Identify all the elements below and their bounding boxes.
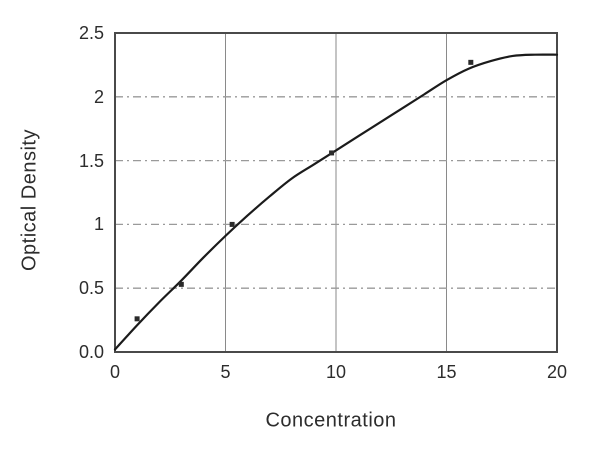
y-tick-label: 0.5 [78, 278, 104, 299]
x-tick-label: 0 [109, 362, 120, 382]
y-tick-label: 0.0 [78, 342, 104, 362]
x-tick-label: 5 [220, 362, 231, 382]
data-point-marker [329, 150, 335, 156]
data-point-marker [134, 316, 140, 322]
data-point-marker [229, 221, 235, 227]
x-axis-title: Concentration [265, 409, 397, 432]
y-tick-label: 1 [93, 214, 104, 235]
plot-border [114, 32, 558, 353]
data-point-marker [468, 59, 474, 65]
standard-curve-line [113, 53, 559, 351]
y-tick-label: 2.5 [78, 23, 104, 43]
y-tick-label: 2 [93, 86, 104, 107]
y-tick-label: 1.5 [78, 150, 104, 171]
data-point-marker [178, 281, 184, 287]
x-tick-label: 20 [546, 362, 568, 382]
x-tick-label: 15 [436, 362, 457, 382]
x-tick-label: 10 [325, 362, 347, 382]
